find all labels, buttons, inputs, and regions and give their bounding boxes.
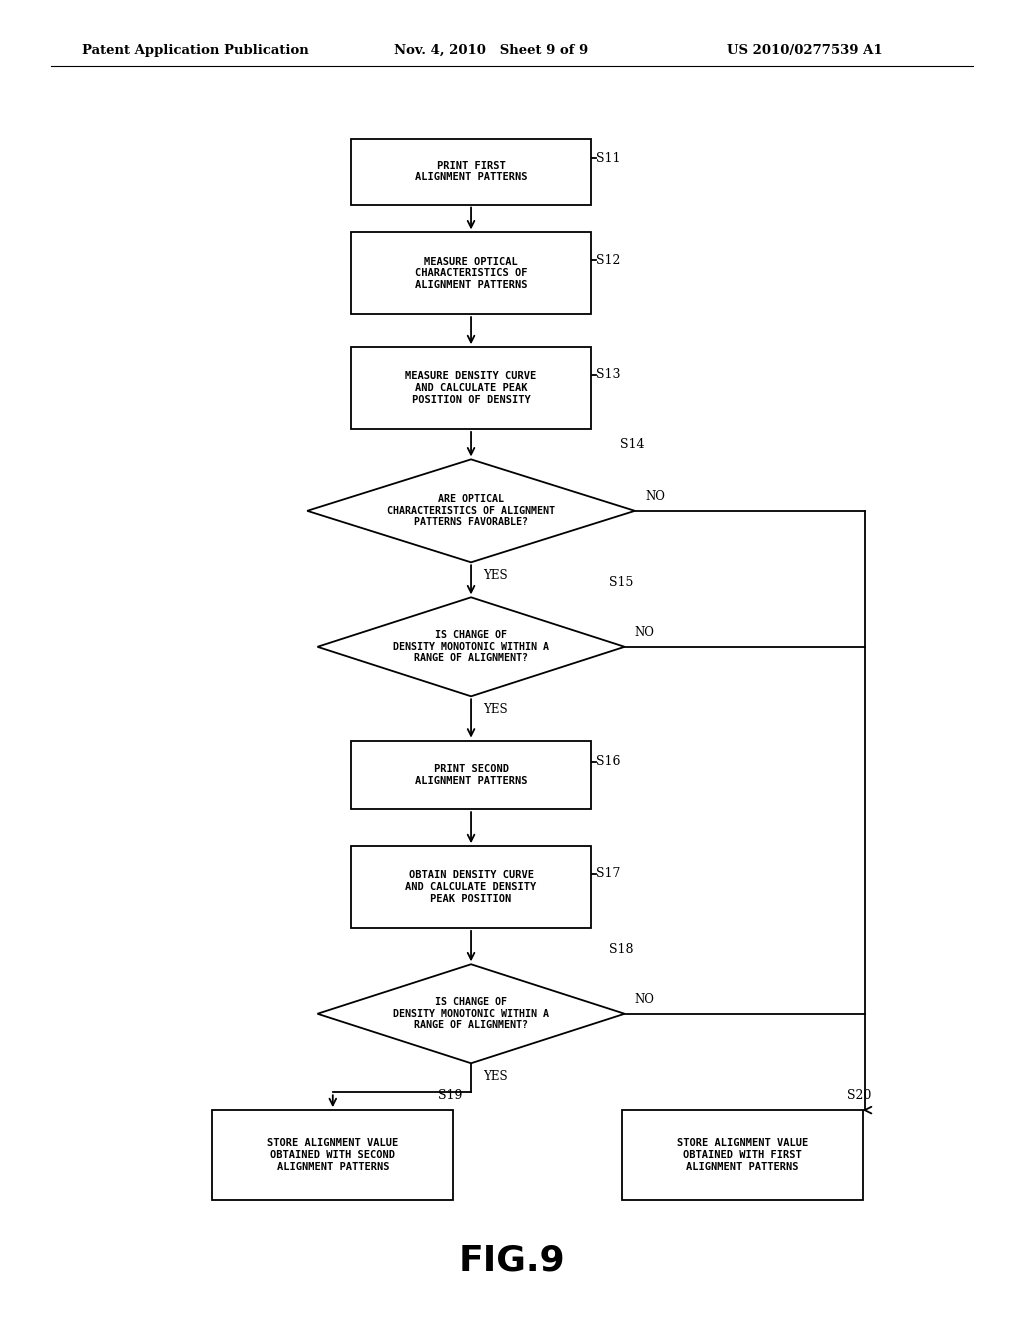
Text: US 2010/0277539 A1: US 2010/0277539 A1 [727,44,883,57]
FancyBboxPatch shape [350,846,592,928]
Text: IS CHANGE OF
DENSITY MONOTONIC WITHIN A
RANGE OF ALIGNMENT?: IS CHANGE OF DENSITY MONOTONIC WITHIN A … [393,630,549,664]
FancyBboxPatch shape [622,1110,862,1200]
Polygon shape [317,964,625,1064]
Text: IS CHANGE OF
DENSITY MONOTONIC WITHIN A
RANGE OF ALIGNMENT?: IS CHANGE OF DENSITY MONOTONIC WITHIN A … [393,997,549,1031]
Text: MEASURE OPTICAL
CHARACTERISTICS OF
ALIGNMENT PATTERNS: MEASURE OPTICAL CHARACTERISTICS OF ALIGN… [415,256,527,290]
Text: S18: S18 [609,944,634,956]
Text: NO: NO [635,626,654,639]
Text: FIG.9: FIG.9 [459,1243,565,1278]
FancyBboxPatch shape [350,139,592,205]
Text: S20: S20 [848,1089,871,1102]
Text: NO: NO [635,993,654,1006]
Text: YES: YES [483,702,508,715]
FancyBboxPatch shape [350,741,592,809]
FancyBboxPatch shape [350,347,592,429]
Text: YES: YES [483,1069,508,1082]
Text: OBTAIN DENSITY CURVE
AND CALCULATE DENSITY
PEAK POSITION: OBTAIN DENSITY CURVE AND CALCULATE DENSI… [406,870,537,904]
Text: PRINT SECOND
ALIGNMENT PATTERNS: PRINT SECOND ALIGNMENT PATTERNS [415,764,527,785]
Text: S15: S15 [609,577,634,589]
Text: PRINT FIRST
ALIGNMENT PATTERNS: PRINT FIRST ALIGNMENT PATTERNS [415,161,527,182]
Text: STORE ALIGNMENT VALUE
OBTAINED WITH SECOND
ALIGNMENT PATTERNS: STORE ALIGNMENT VALUE OBTAINED WITH SECO… [267,1138,398,1172]
Text: S14: S14 [620,438,644,451]
Text: S17: S17 [596,867,621,880]
Text: ARE OPTICAL
CHARACTERISTICS OF ALIGNMENT
PATTERNS FAVORABLE?: ARE OPTICAL CHARACTERISTICS OF ALIGNMENT… [387,494,555,528]
Text: S13: S13 [596,368,621,381]
Text: YES: YES [483,569,508,582]
Text: Patent Application Publication: Patent Application Publication [82,44,308,57]
FancyBboxPatch shape [213,1110,453,1200]
Text: NO: NO [645,490,665,503]
Text: S16: S16 [596,755,621,768]
Polygon shape [307,459,635,562]
Text: S12: S12 [596,253,621,267]
Polygon shape [317,597,625,697]
FancyBboxPatch shape [350,232,592,314]
Text: MEASURE DENSITY CURVE
AND CALCULATE PEAK
POSITION OF DENSITY: MEASURE DENSITY CURVE AND CALCULATE PEAK… [406,371,537,405]
Text: S11: S11 [596,152,621,165]
Text: Nov. 4, 2010   Sheet 9 of 9: Nov. 4, 2010 Sheet 9 of 9 [394,44,589,57]
Text: S19: S19 [438,1089,462,1102]
Text: STORE ALIGNMENT VALUE
OBTAINED WITH FIRST
ALIGNMENT PATTERNS: STORE ALIGNMENT VALUE OBTAINED WITH FIRS… [677,1138,808,1172]
